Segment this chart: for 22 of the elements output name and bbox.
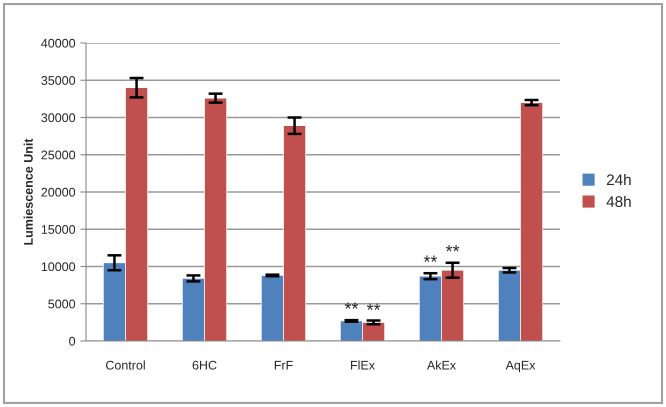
x-tick-label: AkEx [426, 360, 456, 370]
x-tick-label: FlEx [351, 360, 375, 370]
y-axis-title: Lumiescence Unit [24, 138, 33, 245]
annotation: ** [424, 256, 438, 262]
x-tick-label: AqEx [506, 360, 536, 372]
y-tick-label: 15000 [42, 225, 76, 234]
x-tick-label: Control [106, 360, 145, 370]
y-tick-label: 30000 [41, 113, 76, 122]
annotation: ** [366, 304, 380, 310]
legend-label: 24h [606, 174, 631, 186]
y-tick-label: 25000 [41, 150, 76, 160]
legend-label: 48h [606, 196, 631, 208]
y-tick-label: 5000 [48, 300, 76, 308]
x-tick-label: FrF [274, 360, 293, 370]
annotation: ** [446, 245, 460, 252]
y-tick-label: 0 [69, 336, 76, 346]
y-tick-label: 10000 [42, 262, 76, 272]
y-tick-label: 20000 [41, 188, 76, 197]
y-tick-label: 35000 [41, 76, 76, 85]
annotation: ** [344, 302, 358, 309]
y-tick-label: 40000 [41, 38, 76, 48]
x-tick-label: 6HC [192, 360, 217, 370]
